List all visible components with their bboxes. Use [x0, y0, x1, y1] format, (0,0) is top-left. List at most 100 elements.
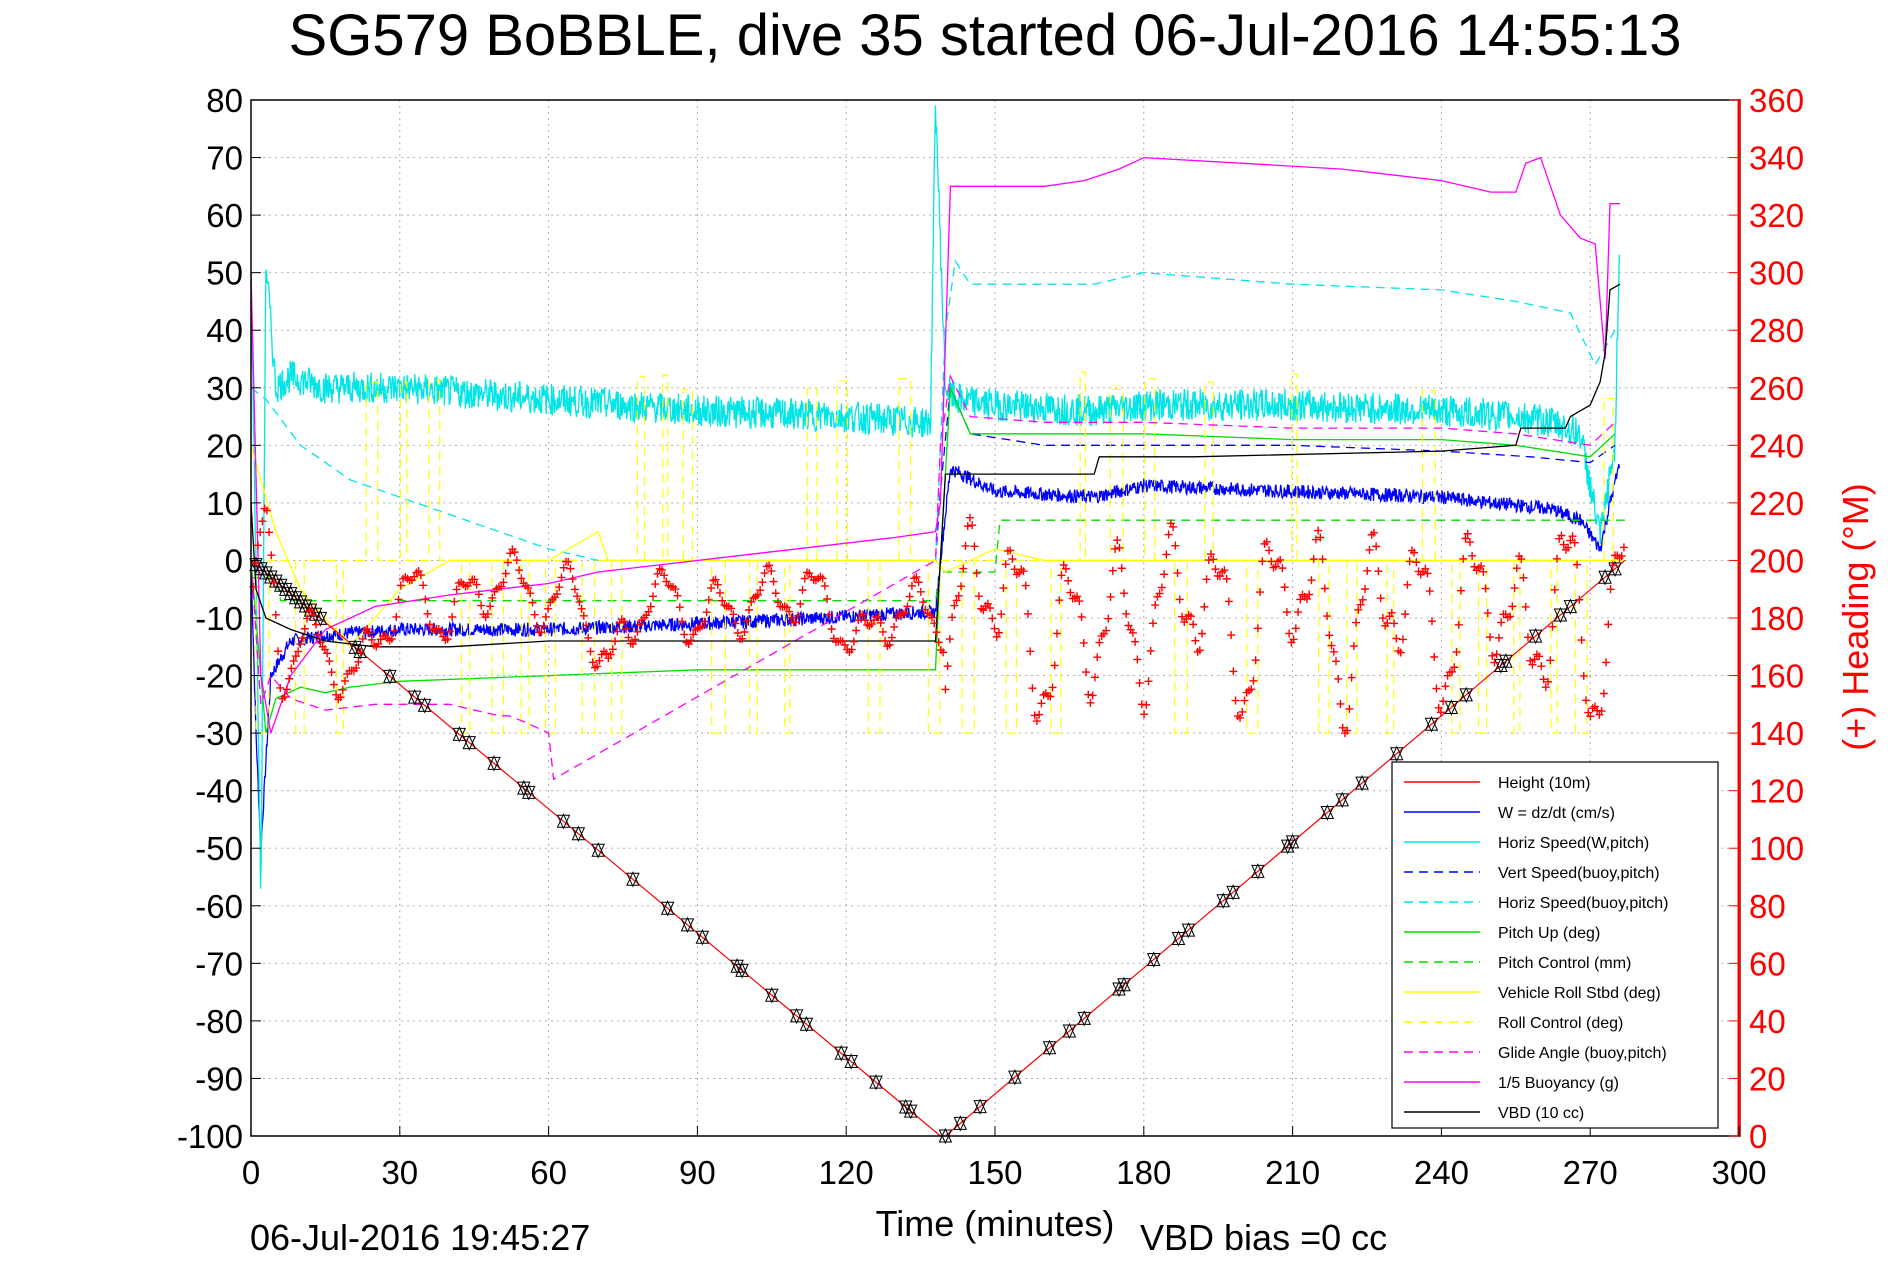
height-marker-down — [1285, 835, 1300, 851]
heading-marker — [1597, 707, 1606, 716]
right-tick-label: 200 — [1749, 542, 1804, 579]
heading-marker — [515, 566, 524, 575]
heading-marker — [878, 627, 887, 636]
heading-marker — [1376, 594, 1385, 603]
heading-marker — [287, 664, 296, 673]
x-tick-label: 90 — [679, 1154, 716, 1191]
heading-marker — [1383, 619, 1392, 628]
heading-marker — [624, 633, 633, 642]
heading-marker — [497, 582, 506, 591]
heading-marker — [633, 627, 642, 636]
series-horiz-speed-w-pitch — [250, 105, 1621, 889]
height-marker-down — [1444, 700, 1459, 716]
heading-marker — [575, 597, 584, 606]
heading-marker — [1162, 550, 1171, 559]
heading-marker — [280, 692, 289, 701]
heading-marker — [1332, 657, 1340, 666]
heading-marker — [994, 628, 1003, 637]
heading-marker — [631, 635, 640, 644]
heading-marker — [1454, 620, 1463, 629]
heading-marker — [390, 626, 399, 635]
heading-marker — [296, 639, 305, 648]
heading-marker — [1479, 567, 1488, 576]
heading-marker — [579, 611, 588, 620]
height-marker-down — [462, 736, 477, 751]
heading-marker — [702, 608, 711, 617]
x-tick-label: 180 — [1116, 1154, 1171, 1191]
heading-marker — [1568, 532, 1577, 541]
heading-marker — [787, 613, 796, 622]
y-tick-label: -40 — [195, 773, 243, 810]
height-marker-down — [1494, 658, 1508, 674]
heading-marker — [289, 656, 298, 665]
heading-marker — [1465, 538, 1474, 547]
heading-marker — [649, 592, 658, 601]
heading-marker — [1537, 662, 1546, 671]
heading-marker — [256, 528, 265, 537]
heading-marker — [1427, 617, 1436, 626]
heading-marker — [1559, 540, 1568, 549]
heading-marker — [678, 617, 687, 626]
heading-marker — [653, 569, 662, 578]
y-tick-label: -60 — [195, 888, 243, 925]
height-marker-down — [1112, 982, 1126, 998]
heading-marker — [769, 577, 778, 586]
heading-marker — [323, 649, 332, 658]
heading-marker — [1128, 628, 1137, 637]
y-tick-label: 50 — [206, 255, 243, 292]
heading-marker — [1032, 717, 1041, 726]
heading-marker — [1345, 704, 1354, 713]
heading-marker — [628, 640, 637, 649]
heading-marker — [767, 567, 776, 576]
heading-marker — [796, 599, 805, 608]
height-marker-down — [1042, 1041, 1057, 1056]
heading-marker — [1577, 636, 1586, 645]
height-marker-down — [1008, 1070, 1022, 1086]
heading-marker — [1311, 535, 1320, 544]
heading-marker — [503, 558, 512, 567]
heading-marker — [970, 542, 979, 551]
heading-marker — [1405, 557, 1414, 566]
right-tick-label: 360 — [1749, 82, 1804, 119]
heading-marker — [271, 610, 280, 619]
heading-marker — [1046, 692, 1055, 701]
plot-markers — [249, 504, 1628, 1145]
heading-marker — [919, 598, 928, 607]
y-tick-label: -70 — [195, 945, 243, 982]
heading-marker — [974, 592, 983, 601]
y-tick-label: 20 — [206, 427, 243, 464]
legend-box — [1391, 761, 1719, 1129]
heading-marker — [1296, 595, 1305, 604]
heading-marker — [689, 630, 698, 639]
right-tick-label: 340 — [1749, 140, 1804, 177]
plot-series — [250, 105, 1626, 1137]
heading-marker — [758, 578, 767, 587]
y-tick-label: 70 — [206, 140, 243, 177]
heading-marker — [327, 668, 336, 677]
heading-marker — [1403, 580, 1412, 589]
heading-marker — [1148, 619, 1157, 628]
heading-marker — [1204, 556, 1213, 565]
heading-marker — [1119, 589, 1128, 598]
heading-marker — [660, 571, 669, 580]
heading-marker — [1249, 676, 1258, 685]
series-1-5-buoyancy-g — [250, 156, 1620, 734]
heading-marker — [1452, 648, 1461, 657]
heading-marker — [1177, 612, 1186, 621]
heading-marker — [559, 563, 568, 572]
heading-marker — [1586, 712, 1595, 721]
heading-marker — [707, 584, 716, 593]
heading-marker — [1023, 609, 1032, 618]
heading-marker — [1220, 566, 1229, 575]
heading-marker — [680, 630, 689, 639]
heading-marker — [1282, 608, 1291, 617]
height-marker-down — [1389, 747, 1404, 762]
heading-marker — [1550, 585, 1559, 594]
heading-marker — [1347, 673, 1356, 682]
heading-marker — [700, 617, 709, 626]
heading-marker — [452, 585, 461, 594]
heading-marker — [1378, 614, 1387, 623]
heading-marker — [1617, 552, 1626, 561]
heading-marker — [1329, 647, 1338, 656]
